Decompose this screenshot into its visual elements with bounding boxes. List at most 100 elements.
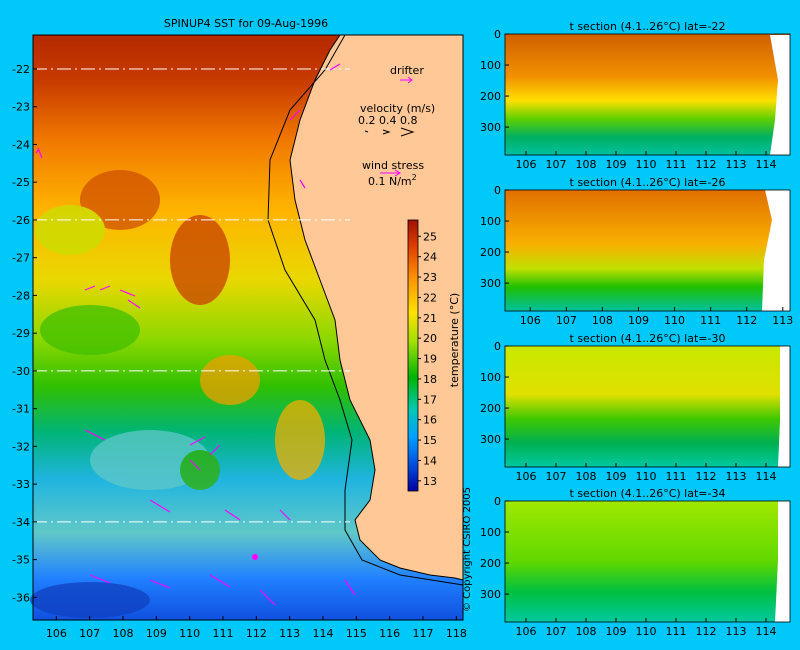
map-x-tick-label: 113	[279, 627, 300, 640]
section-x-tick-label: 113	[726, 158, 747, 171]
map-y-tick-label: -28	[12, 289, 30, 302]
velocity-values: 0.2 0.4 0.8	[358, 114, 417, 127]
section-x-tick-label: 112	[696, 470, 717, 483]
map-x-tick-label: 106	[46, 627, 67, 640]
drifter-marker	[252, 554, 258, 560]
map-x-tick-label: 108	[113, 627, 134, 640]
map-x-tick-label: 116	[379, 627, 400, 640]
map-frame	[32, 34, 464, 621]
map-y-tick-label: -26	[12, 214, 30, 227]
section-x-tick-label: 106	[516, 158, 537, 171]
map-x-tick-label: 112	[246, 627, 267, 640]
section-x-tick-label: 109	[628, 314, 649, 327]
map-y-tick-label: -36	[12, 591, 30, 604]
section-frame	[504, 189, 791, 312]
map-y-tick-label: -27	[12, 252, 30, 265]
section-x-tick-label: 108	[592, 314, 613, 327]
section-y-tick-label: 200	[480, 402, 501, 415]
copyright: © Copyright CSIRO 2005	[462, 487, 473, 612]
section-x-tick-label: 108	[576, 158, 597, 171]
map-y-tick-label: -31	[12, 403, 30, 416]
section-y-tick-label: 100	[480, 526, 501, 539]
section-field	[505, 34, 790, 155]
wind-arrow	[380, 169, 401, 177]
colorbar: 25 24 23 22 21 20 19 18 17 16 15 14 13 temperature (…	[407, 219, 461, 492]
section-x-tick-label: 112	[696, 158, 717, 171]
map-x-tick-label: 109	[146, 627, 167, 640]
velocity-vectors	[35, 63, 356, 606]
section-y-tick-label: 100	[480, 59, 501, 72]
section-panel: t section (4.1..26°C) lat=-34 106 107 108 10…	[480, 487, 791, 638]
shelf-contour	[267, 34, 464, 586]
section-frame	[504, 33, 791, 156]
wind-value: 0.1 N/m	[368, 175, 412, 188]
section-x-tick-label: 111	[700, 314, 721, 327]
section-x-tick-label: 110	[636, 470, 657, 483]
wind-title: wind stress	[362, 159, 424, 172]
map-y-tick-label: -34	[12, 516, 30, 529]
colorbar-tick-label: 23	[423, 271, 437, 284]
section-x-tick-label: 111	[666, 470, 687, 483]
section-land	[778, 346, 790, 467]
velocity-scale-arrows	[364, 127, 415, 137]
map-x-tick-label: 118	[446, 627, 467, 640]
section-panel: t section (4.1..26°C) lat=-26 106 107 108 10…	[480, 176, 793, 327]
colorbar-tick-label: 15	[423, 434, 437, 447]
section-x-tick-label: 107	[556, 314, 577, 327]
svg-text:0.1 N/m2: 0.1 N/m2	[368, 173, 417, 188]
map-y-ticks: -22 -23 -24 -25 -26 -27 -28 -29 -30 -31 -32 -33 -34 -…	[12, 63, 37, 604]
section-y-tick-label: 0	[494, 495, 501, 508]
section-lines	[33, 68, 350, 523]
drifter-arrow	[400, 76, 413, 84]
map-y-tick-label: -23	[12, 101, 30, 114]
section-panel: t section (4.1..26°C) lat=-30 106 107 108 10…	[480, 332, 791, 483]
section-land	[775, 501, 790, 622]
section-frame	[504, 345, 791, 468]
colorbar-tick-label: 13	[423, 475, 437, 488]
map-x-tick-label: 111	[213, 627, 234, 640]
map-y-tick-label: -22	[12, 63, 30, 76]
section-x-tick-label: 113	[772, 314, 793, 327]
section-x-tick-label: 109	[606, 470, 627, 483]
section-panel: t section (4.1..26°C) lat=-22 106 107 108 10…	[480, 20, 791, 171]
colorbar-tick-label: 25	[423, 230, 437, 243]
map-x-ticks: 106 107 108 109 110 111 112 113 114 115 116 117 118	[46, 616, 467, 640]
colorbar-tick-label: 17	[423, 393, 437, 406]
map-title: SPINUP4 SST for 09-Aug-1996	[164, 17, 328, 30]
drifter-label: drifter	[390, 64, 424, 77]
section-y-tick-label: 300	[480, 588, 501, 601]
land	[290, 35, 463, 580]
section-x-tick-label: 106	[516, 470, 537, 483]
section-x-tick-label: 113	[726, 625, 747, 638]
section-y-tick-label: 300	[480, 277, 501, 290]
map-x-tick-label: 107	[79, 627, 100, 640]
colorbar-tick-label: 18	[423, 373, 437, 386]
section-x-tick-label: 114	[756, 470, 777, 483]
section-y-tick-label: 300	[480, 433, 501, 446]
section-y-tick-label: 300	[480, 121, 501, 134]
colorbar-tick-label: 22	[423, 291, 437, 304]
section-x-tick-label: 107	[546, 625, 567, 638]
section-y-tick-label: 200	[480, 557, 501, 570]
section-title: t section (4.1..26°C) lat=-26	[570, 176, 726, 189]
colorbar-tick-label: 21	[423, 312, 437, 325]
colorbar-ticks: 25 24 23 22 21 20 19 18 17 16 15 14 13	[418, 230, 437, 488]
section-x-tick-label: 108	[576, 625, 597, 638]
section-x-tick-label: 109	[606, 158, 627, 171]
section-y-tick-label: 200	[480, 90, 501, 103]
section-x-tick-label: 107	[546, 158, 567, 171]
section-x-tick-label: 111	[666, 625, 687, 638]
section-x-tick-label: 106	[520, 314, 541, 327]
section-field	[505, 346, 790, 467]
section-x-tick-label: 113	[726, 470, 747, 483]
section-x-tick-label: 114	[756, 625, 777, 638]
section-x-tick-label: 114	[756, 158, 777, 171]
map-y-tick-label: -25	[12, 176, 30, 189]
velocity-title: velocity (m/s)	[360, 102, 435, 115]
colorbar-tick-label: 14	[423, 454, 437, 467]
map-x-tick-label: 114	[313, 627, 334, 640]
section-field	[505, 501, 790, 622]
section-x-tick-label: 107	[546, 470, 567, 483]
section-x-tick-label: 109	[606, 625, 627, 638]
